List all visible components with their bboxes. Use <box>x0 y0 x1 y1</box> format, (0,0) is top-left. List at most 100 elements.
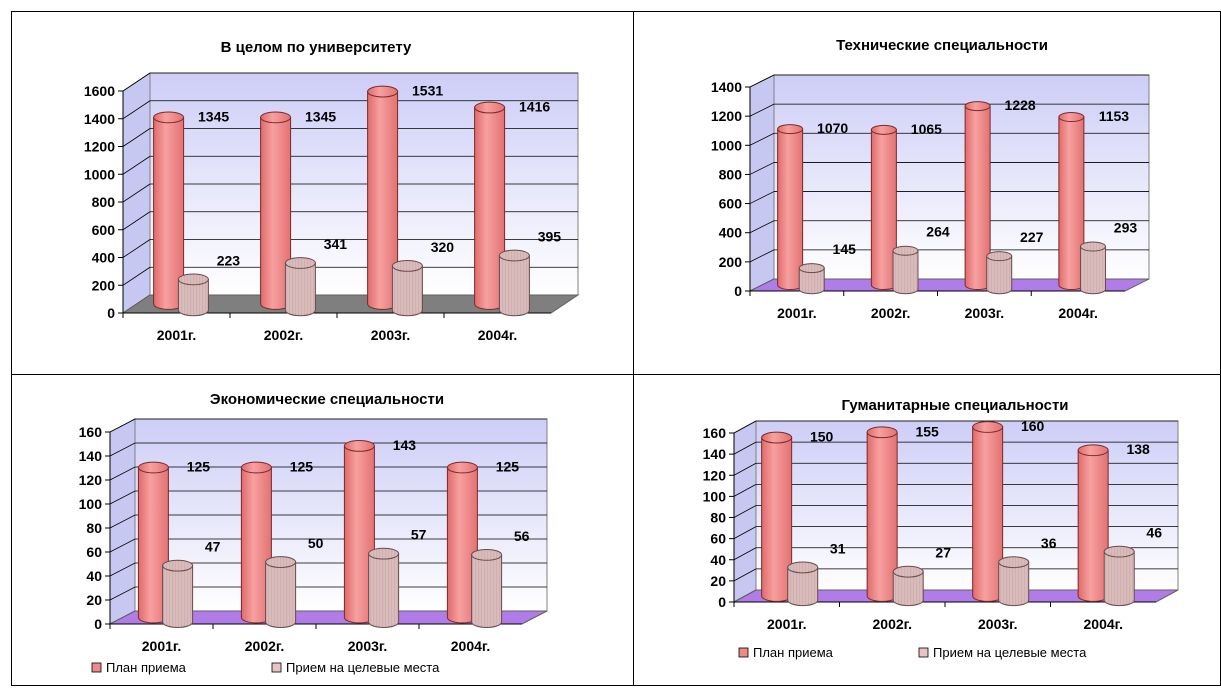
gridline-side <box>122 266 151 286</box>
bar-target <box>892 565 924 607</box>
gridline-side <box>749 249 775 263</box>
data-label-plan: 1153 <box>1099 108 1130 124</box>
chart-title: Технические специальности <box>836 37 1048 54</box>
y-tick-label: 20 <box>710 573 726 589</box>
bar-target <box>892 245 919 295</box>
y-tick-label: 60 <box>86 544 102 560</box>
bar-target <box>471 548 503 628</box>
data-label-target: 46 <box>1146 525 1162 541</box>
data-label-target: 223 <box>217 252 241 268</box>
data-label-plan: 1065 <box>911 121 942 137</box>
data-label-plan: 1345 <box>305 108 336 124</box>
category-label: 2004г. <box>451 638 490 654</box>
data-label-target: 27 <box>935 545 951 561</box>
y-tick-label: 0 <box>718 594 726 610</box>
bar-plan <box>1077 444 1109 602</box>
data-label-target: 320 <box>431 239 455 255</box>
category-label: 2003г. <box>978 616 1017 632</box>
gridline-side <box>749 162 775 175</box>
bar-plan <box>240 461 272 624</box>
category-label: 2001г. <box>157 327 196 343</box>
chart-economic: Экономические специальности 0 20 40 60 80 100 1… <box>79 391 548 675</box>
y-tick-label: 80 <box>710 510 726 526</box>
gridline-side <box>122 211 151 231</box>
data-label-plan: 155 <box>915 423 939 439</box>
gridline-side <box>122 72 151 92</box>
y-tick-label: 0 <box>107 305 115 321</box>
category-label: 2002г. <box>873 616 912 632</box>
y-tick-label: 120 <box>703 467 727 483</box>
legend: План приема Прием на целевые места <box>91 660 440 675</box>
legend-swatch-target <box>271 662 282 673</box>
data-label-target: 145 <box>833 241 857 257</box>
data-label-target: 31 <box>830 540 846 556</box>
data-label-plan: 1416 <box>519 99 550 115</box>
category-label: 2003г. <box>371 327 410 343</box>
y-tick-label: 1200 <box>711 108 742 124</box>
chart-title: Экономические специальности <box>210 391 444 408</box>
data-label-plan: 1070 <box>817 120 848 136</box>
bar-target <box>368 547 400 628</box>
category-label: 2002г. <box>871 305 910 321</box>
y-tick-label: 40 <box>86 568 102 584</box>
y-tick-label: 1600 <box>84 83 115 99</box>
category-label: 2001г. <box>767 616 806 632</box>
y-tick-label: 1400 <box>84 111 115 127</box>
bar-target <box>162 559 194 628</box>
data-label-plan: 1345 <box>198 108 229 124</box>
category-label: 2001г. <box>777 305 816 321</box>
gridline-side <box>749 132 775 146</box>
y-tick-label: 100 <box>703 488 727 504</box>
category-label: 2002г. <box>264 327 303 343</box>
data-label-target: 341 <box>324 236 348 252</box>
y-tick-label: 400 <box>719 225 743 241</box>
data-label-target: 36 <box>1041 535 1057 551</box>
chart-title: В целом по университету <box>221 39 412 56</box>
bar-plan <box>866 426 898 602</box>
gridline-side <box>749 103 775 117</box>
data-label-plan: 138 <box>1126 441 1150 457</box>
y-tick-label: 1200 <box>84 139 115 155</box>
bar-plan <box>761 431 793 602</box>
category-label: 2004г. <box>1058 305 1097 321</box>
y-tick-label: 0 <box>94 616 102 632</box>
gridline-side <box>733 420 757 434</box>
category-label: 2002г. <box>245 638 284 654</box>
gridline-side <box>122 239 151 258</box>
data-label-plan: 1531 <box>412 83 443 99</box>
data-label-target: 56 <box>514 528 530 544</box>
gridline-side <box>109 538 136 553</box>
data-label-target: 47 <box>205 539 221 555</box>
category-label: 2004г. <box>478 327 517 343</box>
gridline-side <box>749 74 775 88</box>
gridline-side <box>733 441 757 455</box>
category-label: 2001г. <box>142 638 181 654</box>
y-tick-label: 1400 <box>711 79 742 95</box>
gridline-side <box>733 526 757 539</box>
data-label-target: 227 <box>1020 229 1044 245</box>
y-tick-label: 200 <box>92 277 116 293</box>
data-label-target: 50 <box>308 535 324 551</box>
data-label-plan: 143 <box>393 437 417 453</box>
y-tick-label: 1000 <box>711 137 742 153</box>
category-label: 2004г. <box>1084 616 1123 632</box>
bar-plan <box>446 461 478 624</box>
y-tick-label: 100 <box>79 496 103 512</box>
gridline-side <box>749 191 775 204</box>
legend: План приема Прием на целевые места <box>738 645 1087 660</box>
bar-plan <box>367 85 399 310</box>
bar-plan <box>474 101 506 310</box>
gridline-side <box>733 462 757 476</box>
legend-swatch-target <box>918 647 929 658</box>
bar-target <box>265 556 297 628</box>
bar-plan <box>1058 111 1085 290</box>
y-tick-label: 120 <box>79 472 103 488</box>
gridline-side <box>109 490 136 505</box>
gridline-side <box>109 442 136 457</box>
chart-overall: В целом по университету 0 200 400 600 800 1000… <box>84 39 580 343</box>
data-label-target: 293 <box>1114 220 1138 236</box>
gridline-side <box>109 586 136 601</box>
bar-target <box>391 260 423 317</box>
chart-title: Гуманитарные специальности <box>841 397 1068 414</box>
